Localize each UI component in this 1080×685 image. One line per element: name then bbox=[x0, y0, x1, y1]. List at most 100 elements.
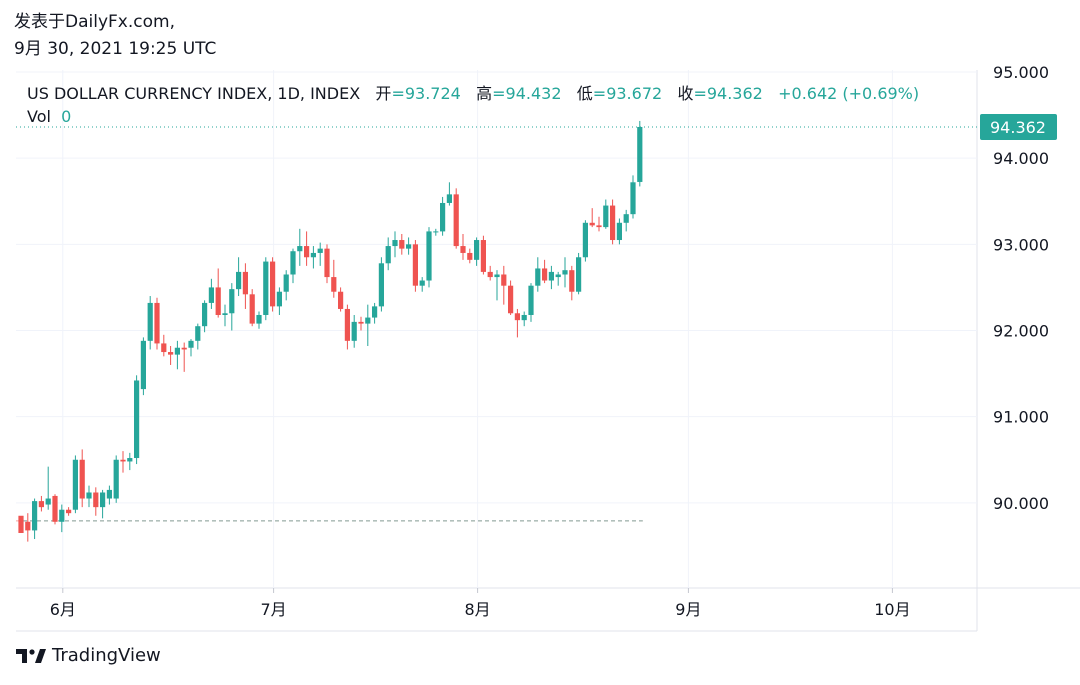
candle-body bbox=[86, 492, 92, 499]
candle-body bbox=[569, 270, 575, 292]
chart-grid bbox=[16, 70, 1080, 632]
candle bbox=[331, 259, 337, 298]
candle-body bbox=[514, 313, 520, 321]
candle-body bbox=[331, 277, 337, 292]
candle bbox=[610, 199, 616, 245]
candle-body bbox=[283, 274, 289, 292]
candle bbox=[100, 489, 106, 519]
candle-body bbox=[208, 287, 214, 303]
candle bbox=[521, 311, 527, 327]
candle bbox=[215, 268, 221, 318]
candle-body bbox=[630, 182, 636, 215]
time-axis[interactable]: 6月 7月 8月 9月 10月 bbox=[50, 588, 911, 619]
candle-body bbox=[351, 321, 357, 341]
candle bbox=[208, 278, 214, 309]
chart-legend: US DOLLAR CURRENCY INDEX, 1D, INDEX 开 =93… bbox=[27, 80, 919, 104]
close-label: 收 bbox=[677, 84, 694, 103]
candle-body bbox=[596, 225, 602, 228]
candle-body bbox=[38, 501, 44, 508]
candle bbox=[242, 263, 248, 309]
candle bbox=[256, 311, 262, 329]
candle-body bbox=[487, 271, 493, 278]
x-tick-label: 8月 bbox=[465, 600, 491, 619]
low-value: =93.672 bbox=[592, 84, 663, 103]
price-axis[interactable]: 95.000 94.000 93.000 92.000 91.000 90.000 bbox=[993, 63, 1049, 513]
candle bbox=[202, 300, 208, 333]
candle-body bbox=[508, 285, 514, 314]
x-tick-label: 6月 bbox=[50, 600, 76, 619]
candle bbox=[487, 265, 493, 281]
candle-body bbox=[66, 509, 72, 514]
candle bbox=[140, 337, 146, 396]
candle bbox=[59, 504, 65, 533]
candle-body bbox=[344, 308, 350, 341]
candle-body bbox=[385, 246, 391, 264]
candle-body bbox=[623, 214, 629, 223]
candle-body bbox=[358, 321, 364, 324]
candle-body bbox=[134, 380, 140, 459]
candle-body bbox=[174, 347, 180, 355]
candle bbox=[127, 452, 133, 471]
candle-body bbox=[100, 492, 106, 508]
candle bbox=[399, 233, 405, 255]
candle-body bbox=[562, 270, 568, 275]
low-label: 低 bbox=[576, 84, 593, 103]
candle-body bbox=[453, 194, 459, 247]
candle bbox=[297, 228, 303, 266]
candle-body bbox=[147, 302, 153, 341]
candle-body bbox=[480, 240, 486, 272]
candle-body bbox=[236, 271, 242, 290]
candle bbox=[351, 314, 357, 348]
candle-body bbox=[161, 343, 167, 353]
candle-body bbox=[18, 515, 24, 533]
y-tick-label: 94.000 bbox=[993, 149, 1049, 168]
candlestick-series bbox=[18, 120, 643, 542]
candle-body bbox=[419, 280, 425, 286]
candle bbox=[474, 237, 480, 266]
y-tick-label: 95.000 bbox=[993, 63, 1049, 82]
candle-body bbox=[446, 194, 452, 203]
last-price-label: 94.362 bbox=[990, 118, 1046, 137]
candle bbox=[508, 280, 514, 315]
tradingview-logo[interactable]: TradingView bbox=[16, 645, 161, 666]
candle bbox=[168, 346, 174, 365]
candle-body bbox=[32, 501, 38, 531]
open-label: 开 bbox=[375, 84, 392, 103]
vol-label: Vol bbox=[27, 107, 51, 126]
candle-body bbox=[297, 246, 303, 252]
high-label: 高 bbox=[476, 84, 493, 103]
candle bbox=[154, 297, 160, 350]
candle-body bbox=[433, 231, 439, 233]
candle-body bbox=[270, 261, 276, 307]
candle-body bbox=[610, 205, 616, 241]
candle bbox=[596, 216, 602, 232]
candle bbox=[52, 494, 58, 525]
candle bbox=[32, 498, 38, 540]
candle bbox=[569, 265, 575, 301]
candle bbox=[304, 231, 310, 266]
candle-body bbox=[399, 240, 405, 249]
candle-body bbox=[548, 271, 554, 281]
high-value: =94.432 bbox=[492, 84, 562, 103]
last-price-badge bbox=[980, 113, 1057, 140]
candle bbox=[86, 485, 92, 508]
candle-body bbox=[188, 340, 194, 348]
candle bbox=[528, 283, 534, 322]
candle-body bbox=[426, 231, 432, 281]
candle-body bbox=[154, 302, 160, 344]
candle bbox=[378, 257, 384, 312]
candle-body bbox=[440, 202, 446, 232]
candle-body bbox=[603, 205, 609, 228]
candle bbox=[134, 375, 140, 465]
candle-body bbox=[460, 246, 466, 253]
candle bbox=[120, 451, 126, 473]
candle bbox=[317, 242, 323, 266]
tradingview-icon bbox=[16, 648, 46, 663]
change-value: +0.642 (+0.69%) bbox=[778, 84, 920, 103]
symbol-title[interactable]: US DOLLAR CURRENCY INDEX, 1D, INDEX bbox=[27, 84, 361, 103]
candle-body bbox=[576, 257, 582, 292]
candle-body bbox=[392, 240, 398, 247]
candle-body bbox=[555, 274, 561, 278]
candle-body bbox=[474, 240, 480, 260]
